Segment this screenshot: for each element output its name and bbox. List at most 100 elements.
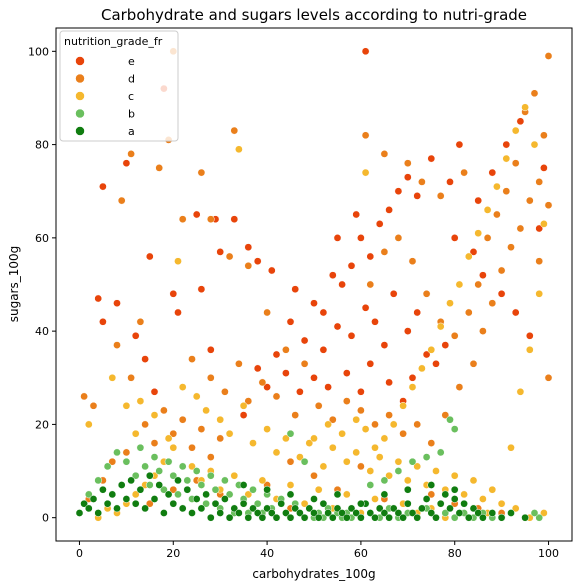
point-grade-d-28: [371, 420, 379, 429]
point-grade-c-59: [408, 383, 417, 391]
point-grade-c-15: [249, 439, 257, 447]
point-grade-a-95: [333, 490, 342, 499]
point-grade-c-86: [286, 481, 295, 489]
point-grade-a-29: [211, 499, 220, 508]
point-grade-e-43: [310, 373, 318, 382]
point-grade-e-54: [263, 383, 271, 391]
point-grade-e-53: [296, 387, 304, 396]
point-grade-c-69: [169, 443, 178, 452]
point-grade-e-41: [432, 359, 440, 368]
point-grade-b-68: [446, 415, 454, 424]
point-grade-a-57: [342, 513, 351, 522]
point-grade-a-17: [155, 481, 164, 489]
point-grade-b-76: [286, 429, 295, 438]
point-grade-d-14: [188, 355, 196, 363]
point-grade-d-76: [357, 462, 365, 471]
y-tick-label-0: 0: [42, 512, 49, 525]
point-grade-c-73: [131, 490, 140, 499]
point-grade-b-13: [169, 471, 178, 480]
point-grade-e-10: [253, 257, 262, 266]
point-grade-b-77: [300, 457, 309, 466]
point-grade-a-6: [103, 499, 112, 508]
point-grade-e-77: [216, 248, 225, 256]
point-grade-e-48: [385, 378, 393, 387]
point-grade-e-67: [511, 308, 520, 317]
point-grade-d-74: [310, 471, 318, 480]
point-grade-a-51: [314, 513, 323, 522]
point-grade-d-7: [230, 126, 239, 135]
point-grade-e-19: [361, 47, 370, 56]
point-grade-d-2: [117, 196, 126, 205]
point-grade-e-55: [253, 364, 262, 373]
point-grade-d-66: [197, 425, 206, 433]
point-grade-e-56: [239, 411, 248, 419]
point-grade-b-21: [206, 471, 215, 480]
point-grade-d-50: [483, 234, 492, 242]
point-grade-e-0: [99, 182, 107, 191]
point-grade-d-53: [450, 331, 459, 340]
point-grade-e-36: [380, 341, 389, 349]
point-grade-d-27: [357, 406, 365, 415]
point-grade-a-84: [469, 504, 478, 513]
point-grade-b-30: [249, 485, 257, 494]
point-grade-d-30: [399, 429, 407, 438]
point-grade-e-74: [516, 117, 525, 126]
point-grade-d-52: [464, 308, 473, 317]
legend-label-a: a: [128, 125, 135, 138]
y-tick-label-40: 40: [35, 325, 49, 338]
x-axis-ticks: 0 20 40 60 80 100: [76, 541, 559, 560]
point-grade-a-2: [84, 504, 93, 513]
point-grade-a-54: [328, 513, 337, 522]
point-grade-a-70: [403, 499, 412, 508]
point-grade-a-7: [108, 490, 117, 499]
point-grade-e-11: [267, 266, 276, 275]
point-grade-d-100: [544, 373, 553, 382]
point-grade-a-37: [249, 504, 257, 513]
point-grade-d-23: [300, 359, 309, 368]
point-grade-d-61: [150, 439, 159, 447]
point-grade-a-58: [347, 504, 356, 513]
point-grade-c-67: [324, 420, 332, 429]
point-grade-e-50: [408, 373, 417, 382]
point-grade-c-25: [361, 168, 370, 177]
point-grade-a-39: [258, 513, 267, 522]
legend-label-c: c: [128, 90, 134, 103]
point-grade-d-34: [455, 383, 464, 391]
point-grade-e-62: [113, 299, 121, 308]
point-grade-c-63: [371, 443, 379, 452]
point-grade-a-25: [192, 495, 201, 503]
point-grade-c-6: [164, 434, 173, 443]
point-grade-d-13: [263, 308, 271, 317]
point-grade-b-74: [380, 476, 389, 485]
point-grade-a-19: [164, 490, 173, 499]
point-grade-a-27: [202, 490, 210, 499]
point-grade-e-52: [282, 369, 290, 377]
point-grade-d-99: [460, 168, 468, 177]
point-grade-a-47: [296, 509, 304, 517]
point-grade-d-73: [286, 457, 295, 466]
point-grade-d-38: [497, 266, 506, 275]
point-grade-e-23: [394, 187, 403, 196]
point-grade-a-38: [253, 509, 262, 517]
point-grade-d-65: [188, 443, 196, 452]
point-grade-d-33: [441, 411, 450, 419]
point-grade-b-10: [155, 467, 164, 475]
point-grade-d-56: [408, 257, 417, 266]
point-grade-e-47: [366, 359, 375, 368]
point-grade-b-31: [253, 499, 262, 508]
point-grade-a-10: [122, 495, 131, 503]
point-grade-c-36: [460, 490, 468, 499]
point-grade-c-47: [521, 103, 529, 112]
point-grade-a-49: [305, 504, 314, 513]
point-grade-c-56: [436, 322, 445, 331]
point-grade-c-60: [399, 401, 407, 410]
point-grade-c-26: [366, 467, 375, 475]
point-grade-c-28: [385, 471, 393, 480]
point-grade-d-62: [160, 406, 168, 415]
point-grade-d-37: [488, 299, 497, 308]
point-grade-e-33: [347, 331, 356, 340]
point-grade-a-74: [422, 495, 431, 503]
point-grade-a-83: [464, 513, 473, 522]
point-grade-b-6: [136, 443, 145, 452]
point-grade-e-29: [286, 317, 295, 326]
